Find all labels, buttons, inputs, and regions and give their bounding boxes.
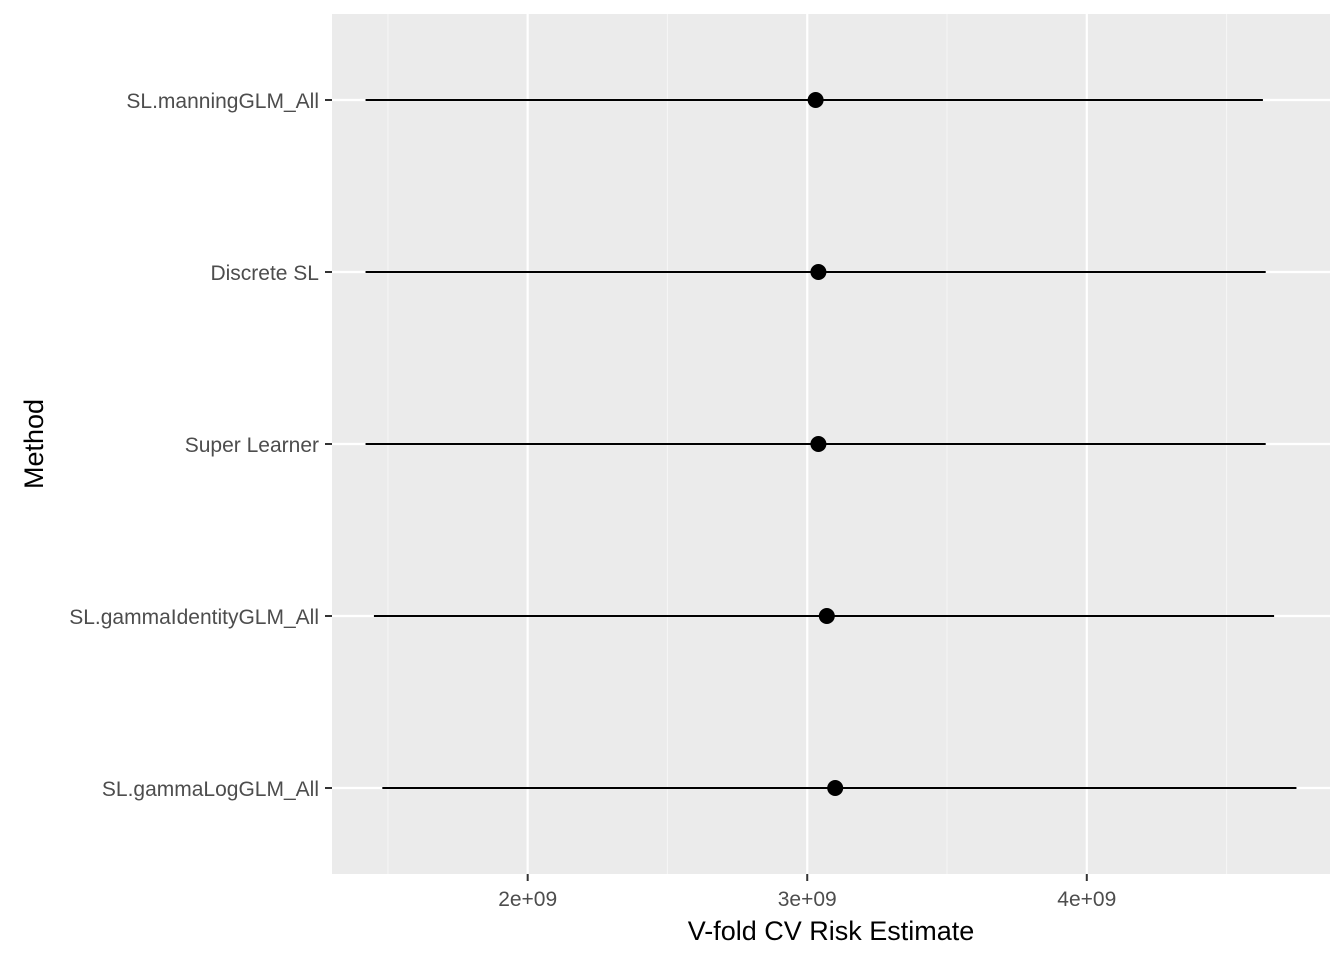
x-tick-label: 3e+09 xyxy=(778,888,837,911)
y-tick-label: SL.manningGLM_All xyxy=(126,90,319,113)
data-point xyxy=(810,436,827,452)
data-point xyxy=(818,608,835,624)
y-axis: SL.manningGLM_All Discrete SL Super Learne… xyxy=(69,90,332,801)
y-tick-label: Discrete SL xyxy=(210,262,319,285)
data-point xyxy=(810,264,827,280)
y-tick-label: SL.gammaLogGLM_All xyxy=(102,778,319,801)
data-point xyxy=(827,780,844,796)
y-axis-title: Method xyxy=(19,399,49,489)
y-tick-label: Super Learner xyxy=(185,434,319,457)
x-axis: 2e+09 3e+09 4e+09 xyxy=(498,874,1116,911)
x-tick-label: 4e+09 xyxy=(1057,888,1116,911)
data-point xyxy=(807,92,824,108)
x-axis-title: V-fold CV Risk Estimate xyxy=(688,916,975,946)
x-tick-label: 2e+09 xyxy=(498,888,557,911)
y-tick-label: SL.gammaIdentityGLM_All xyxy=(69,606,319,629)
points xyxy=(807,92,844,796)
